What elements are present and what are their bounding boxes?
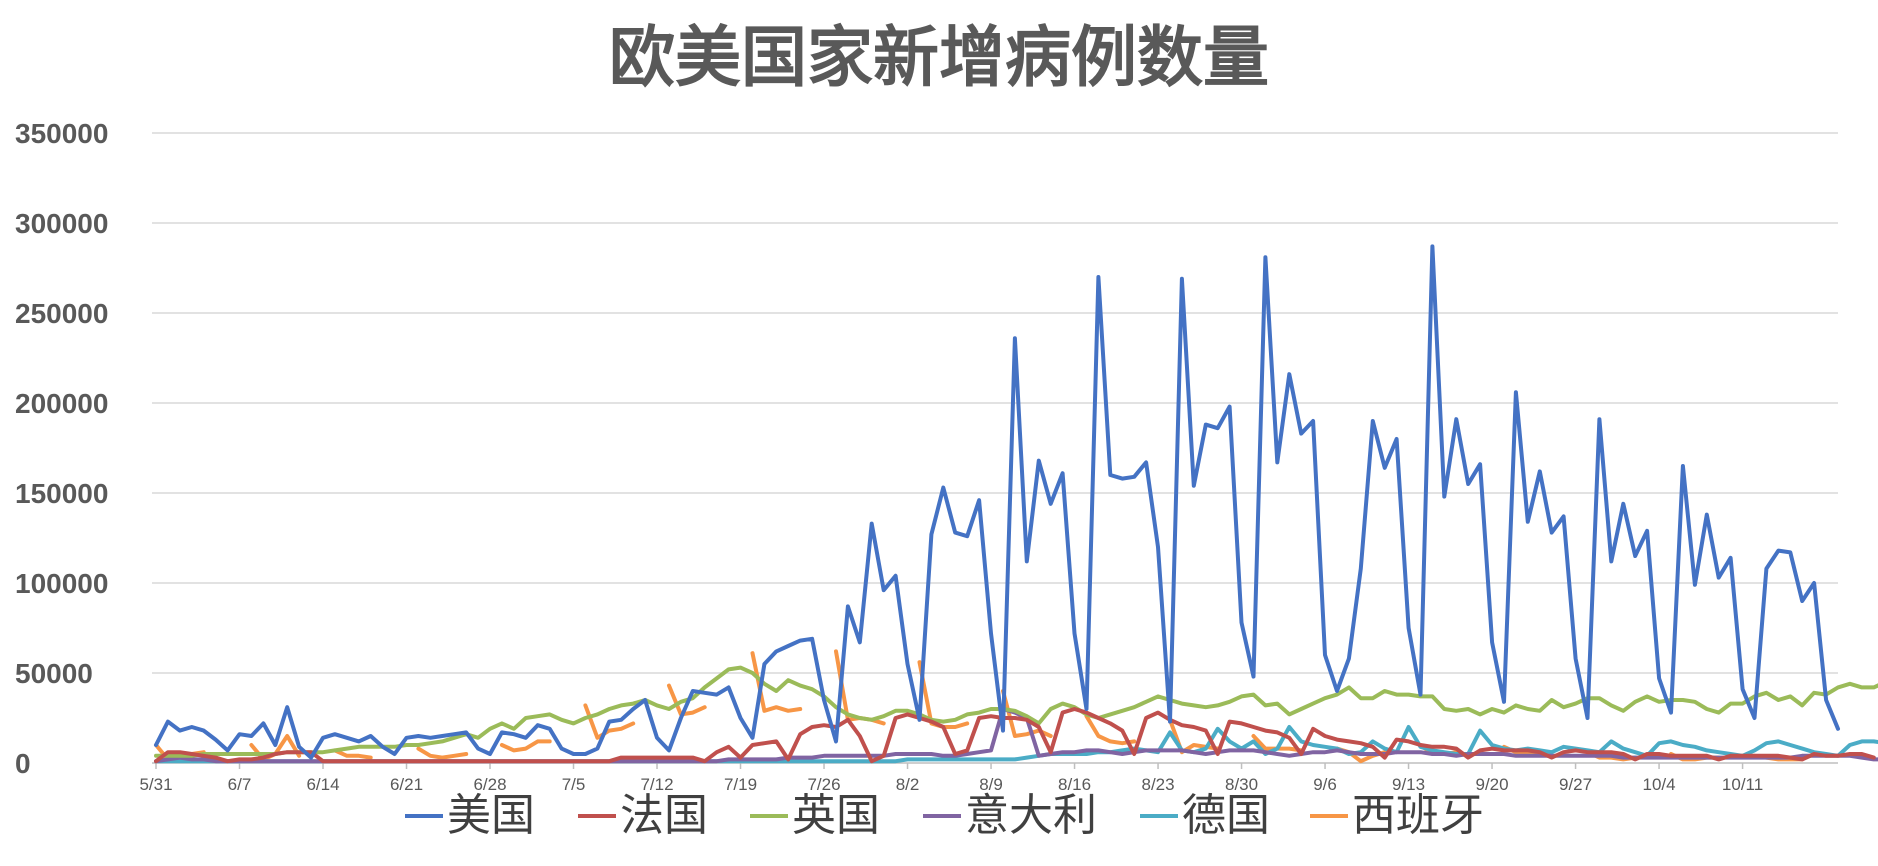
x-tick-label: 10/11	[1722, 775, 1763, 794]
x-tick-label: 5/31	[139, 775, 172, 794]
y-axis-tick-labels: 0 50000 100000 150000 200000 250000 300000 3500…	[15, 118, 108, 779]
series-lines	[154, 244, 1878, 764]
x-tick-label: 6/14	[306, 775, 339, 794]
series-line-西班牙	[416, 746, 469, 760]
y-tick-label: 250000	[15, 298, 108, 329]
x-tick-label: 6/28	[473, 775, 506, 794]
legend-label: 美国	[447, 790, 535, 841]
series-line-西班牙	[667, 683, 707, 717]
y-tick-label: 200000	[15, 388, 108, 419]
x-tick-label: 9/6	[1313, 775, 1337, 794]
x-tick-label: 7/12	[640, 775, 673, 794]
x-axis-tick-labels: 5/31 6/7 6/14 6/21 6/28 7/5 7/12 7/19 7/26 8/2 8/9…	[139, 763, 1763, 794]
x-tick-label: 8/2	[896, 775, 920, 794]
x-tick-label: 8/16	[1058, 775, 1091, 794]
x-tick-label: 8/30	[1225, 775, 1258, 794]
y-tick-label: 50000	[15, 658, 93, 689]
y-tick-label: 150000	[15, 478, 108, 509]
legend: 美国 法国 英国 意大利 德国 西班牙	[405, 790, 1484, 841]
legend-label: 西班牙	[1352, 790, 1484, 841]
gridlines	[152, 132, 1838, 764]
y-tick-label: 0	[15, 748, 31, 779]
x-tick-label: 6/21	[390, 775, 423, 794]
x-tick-label: 7/5	[562, 775, 586, 794]
x-tick-label: 7/19	[724, 775, 757, 794]
y-tick-label: 350000	[15, 118, 108, 149]
legend-label: 英国	[792, 790, 880, 841]
series-line-西班牙	[583, 703, 636, 740]
x-tick-label: 9/13	[1392, 775, 1425, 794]
legend-label: 意大利	[965, 790, 1097, 841]
series-line-西班牙	[1001, 689, 1053, 738]
chart-title: 欧美国家新增病例数量	[609, 19, 1269, 96]
x-tick-label: 10/4	[1643, 775, 1676, 794]
series-line-西班牙	[499, 739, 552, 753]
x-tick-label: 7/26	[807, 775, 840, 794]
series-line-西班牙	[332, 748, 373, 760]
x-tick-label: 9/27	[1559, 775, 1592, 794]
y-tick-label: 100000	[15, 568, 108, 599]
x-tick-label: 8/23	[1141, 775, 1174, 794]
x-tick-label: 8/9	[979, 775, 1003, 794]
series-line-法国	[154, 707, 1876, 764]
legend-label: 法国	[620, 790, 708, 841]
x-tick-label: 9/20	[1476, 775, 1509, 794]
series-line-美国	[154, 244, 1840, 760]
series-line-英国	[154, 665, 1878, 758]
y-tick-label: 300000	[15, 208, 108, 239]
x-tick-label: 6/7	[228, 775, 252, 794]
legend-label: 德国	[1182, 790, 1270, 841]
